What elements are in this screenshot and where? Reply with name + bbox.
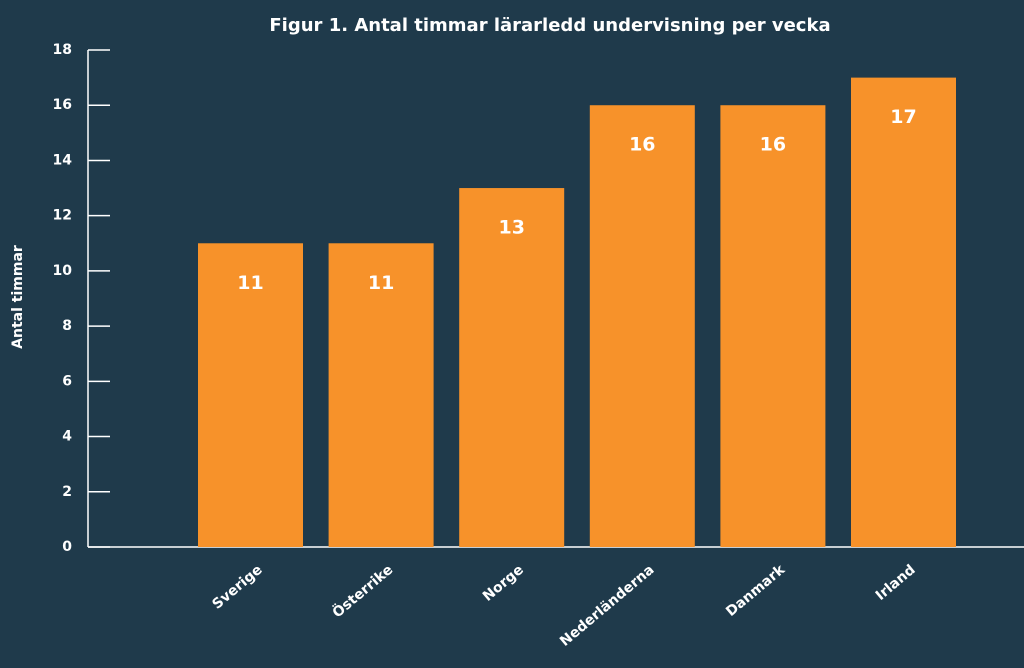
y-tick-label: 16: [53, 97, 72, 113]
chart-title: Figur 1. Antal timmar lärarledd undervis…: [269, 15, 830, 36]
data-label: 16: [629, 134, 655, 156]
y-tick-label: 14: [53, 152, 73, 168]
y-tick-label: 4: [62, 429, 72, 445]
y-tick-label: 0: [62, 539, 72, 555]
y-tick-label: 18: [53, 42, 72, 58]
y-axis-label: Antal timmar: [10, 245, 26, 349]
bar: [459, 188, 565, 548]
y-tick-label: 12: [53, 208, 72, 224]
data-label: 11: [368, 272, 394, 294]
data-label: 17: [890, 106, 916, 128]
bar: [198, 243, 303, 547]
y-tick-label: 8: [62, 318, 72, 334]
data-label: 13: [498, 217, 524, 239]
bar: [720, 105, 826, 547]
bar: [851, 77, 956, 547]
y-tick-label: 2: [62, 484, 72, 500]
bar: [328, 243, 434, 547]
bar: [589, 105, 695, 547]
y-tick-label: 10: [53, 263, 73, 279]
data-label: 11: [237, 272, 263, 294]
data-label: 16: [760, 134, 786, 156]
y-tick-label: 6: [62, 373, 72, 389]
